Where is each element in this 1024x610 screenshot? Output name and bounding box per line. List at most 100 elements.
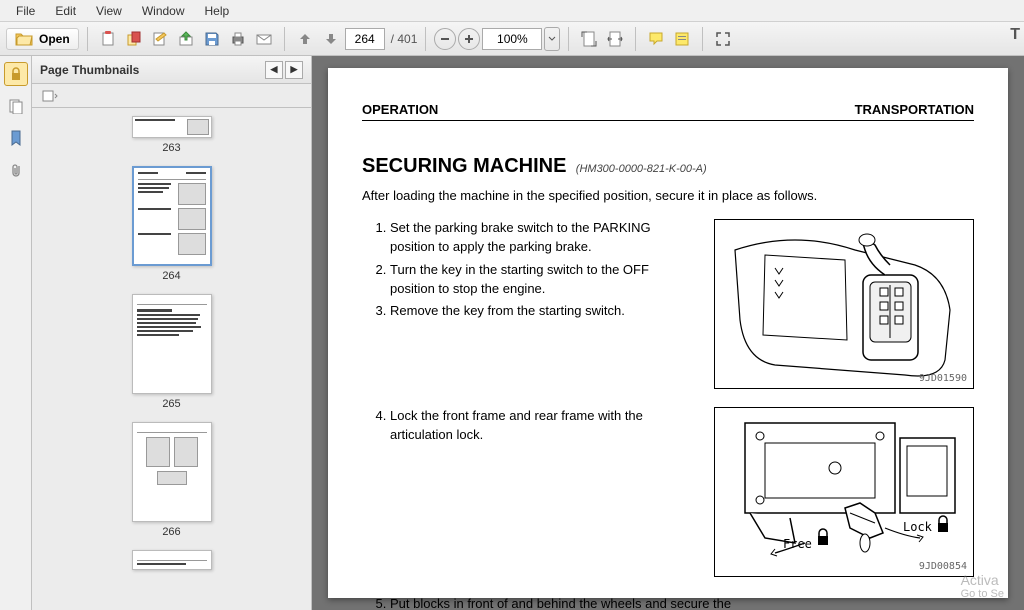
figure-a: 9JD01590: [714, 219, 974, 389]
gear-shift-illustration: [715, 220, 973, 388]
annotate-button[interactable]: [670, 27, 694, 51]
stack-icon: [126, 31, 142, 47]
toolbar: Open / 401 100%: [0, 22, 1024, 56]
zoom-out-button[interactable]: [434, 28, 456, 50]
page-up-button[interactable]: [293, 27, 317, 51]
menu-help[interactable]: Help: [195, 2, 240, 20]
steps-list-b: Lock the front frame and rear frame with…: [362, 407, 694, 449]
zoom-level-display[interactable]: 100%: [482, 28, 542, 50]
page-total-label: / 401: [391, 32, 418, 46]
open-label: Open: [39, 32, 70, 46]
bookmarks-button[interactable]: [4, 126, 28, 150]
bookmark-icon: [9, 130, 23, 146]
combine-button[interactable]: [122, 27, 146, 51]
document-intro: After loading the machine in the specifi…: [362, 188, 974, 203]
thumbnails-scroll[interactable]: 263 264 265: [32, 108, 311, 610]
expand-icon: [715, 31, 731, 47]
thumb-label: 266: [162, 526, 180, 538]
header-right: TRANSPORTATION: [855, 102, 974, 117]
menu-file[interactable]: File: [6, 2, 45, 20]
arrow-up-icon: [298, 32, 312, 46]
step-item: Lock the front frame and rear frame with…: [390, 407, 694, 445]
zoom-in-button[interactable]: [458, 28, 480, 50]
thumb-label: 264: [162, 270, 180, 282]
edit-button[interactable]: [148, 27, 172, 51]
step-item: Remove the key from the starting switch.: [390, 302, 694, 321]
thumbnails-panel: Page Thumbnails ◀ ▶ 263: [32, 56, 312, 610]
separator: [635, 27, 636, 51]
clipboard-icon: [100, 31, 116, 47]
note-icon: [674, 31, 690, 47]
svg-text:Lock: Lock: [903, 520, 933, 534]
svg-text:Free: Free: [783, 537, 812, 551]
email-button[interactable]: [252, 27, 276, 51]
create-pdf-button[interactable]: [96, 27, 120, 51]
thumb-item[interactable]: 266: [40, 422, 303, 538]
page-down-button[interactable]: [319, 27, 343, 51]
separator: [702, 27, 703, 51]
chevron-down-icon: [548, 35, 556, 43]
options-icon: [42, 89, 58, 103]
document-page: OPERATION TRANSPORTATION SECURING MACHIN…: [328, 68, 1008, 598]
thumbs-expand-button[interactable]: ▶: [285, 61, 303, 79]
thumb-item[interactable]: 265: [40, 294, 303, 410]
steps-list-c: Put blocks in front of and behind the wh…: [362, 595, 974, 610]
thumb-item[interactable]: 264: [40, 166, 303, 282]
steps-list-a: Set the parking brake switch to the PARK…: [362, 219, 694, 325]
document-row: Set the parking brake switch to the PARK…: [362, 219, 974, 389]
figure-code: 9JD00854: [919, 561, 967, 572]
open-button[interactable]: Open: [6, 28, 79, 50]
save-button[interactable]: [200, 27, 224, 51]
thumb-item[interactable]: [40, 550, 303, 574]
thumbnails-title: Page Thumbnails: [40, 63, 139, 77]
menu-edit[interactable]: Edit: [45, 2, 86, 20]
menubar: File Edit View Window Help: [0, 0, 1024, 22]
separator: [284, 27, 285, 51]
step-item: Put blocks in front of and behind the wh…: [390, 595, 974, 610]
thumb-label: 265: [162, 398, 180, 410]
thumbs-options-button[interactable]: [38, 84, 62, 108]
menu-window[interactable]: Window: [132, 2, 195, 20]
fit-width-button[interactable]: [603, 27, 627, 51]
corner-indicator: T: [1010, 26, 1020, 44]
separator: [425, 27, 426, 51]
zoom-dropdown[interactable]: [544, 27, 560, 51]
email-icon: [256, 31, 272, 47]
thumbnails-subbar: [32, 84, 311, 108]
thumbnails-button[interactable]: [4, 94, 28, 118]
attachments-button[interactable]: [4, 158, 28, 182]
lock-button[interactable]: [4, 62, 28, 86]
step-item: Set the parking brake switch to the PARK…: [390, 219, 694, 257]
articulation-lock-illustration: Free Lock: [715, 408, 973, 576]
fit-width-icon: [607, 31, 623, 47]
page-number-input[interactable]: [345, 28, 385, 50]
export-icon: [178, 31, 194, 47]
export-button[interactable]: [174, 27, 198, 51]
speech-bubble-icon: [648, 31, 664, 47]
header-left: OPERATION: [362, 102, 438, 117]
print-button[interactable]: [226, 27, 250, 51]
minus-icon: [440, 34, 450, 44]
separator: [87, 27, 88, 51]
menu-view[interactable]: View: [86, 2, 132, 20]
step-item: Turn the key in the starting switch to t…: [390, 261, 694, 299]
document-title: SECURING MACHINE: [362, 155, 566, 177]
figure-code: 9JD01590: [919, 373, 967, 384]
main-area: Page Thumbnails ◀ ▶ 263: [0, 56, 1024, 610]
thumbs-collapse-button[interactable]: ◀: [265, 61, 283, 79]
pages-icon: [8, 98, 24, 114]
folder-icon: [15, 31, 33, 47]
fullscreen-button[interactable]: [711, 27, 735, 51]
thumb-label: 263: [162, 142, 180, 154]
arrow-down-icon: [324, 32, 338, 46]
comment-button[interactable]: [644, 27, 668, 51]
thumbnails-header: Page Thumbnails ◀ ▶: [32, 56, 311, 84]
figure-b: Free Lock 9JD00854: [714, 407, 974, 577]
fit-page-button[interactable]: [577, 27, 601, 51]
document-area[interactable]: OPERATION TRANSPORTATION SECURING MACHIN…: [312, 56, 1024, 610]
pencil-icon: [152, 31, 168, 47]
thumb-item[interactable]: 263: [40, 116, 303, 154]
document-row: Lock the front frame and rear frame with…: [362, 407, 974, 577]
plus-icon: [464, 34, 474, 44]
print-icon: [230, 31, 246, 47]
